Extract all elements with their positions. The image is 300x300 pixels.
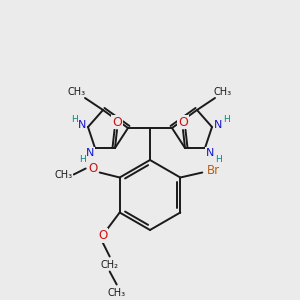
- Text: O: O: [98, 229, 107, 242]
- Text: H: H: [79, 155, 86, 164]
- Text: O: O: [178, 116, 188, 128]
- Text: CH₂: CH₂: [101, 260, 119, 269]
- Text: H: H: [223, 116, 230, 124]
- Text: O: O: [112, 116, 122, 128]
- Text: N: N: [78, 120, 86, 130]
- Text: H: H: [70, 116, 77, 124]
- Text: O: O: [88, 162, 97, 175]
- Text: N: N: [214, 120, 222, 130]
- Text: CH₃: CH₃: [68, 87, 86, 97]
- Text: CH₃: CH₃: [214, 87, 232, 97]
- Text: N: N: [86, 148, 94, 158]
- Text: Br: Br: [207, 164, 220, 177]
- Text: H: H: [214, 155, 221, 164]
- Text: N: N: [206, 148, 214, 158]
- Text: CH₃: CH₃: [55, 169, 73, 179]
- Text: CH₃: CH₃: [108, 287, 126, 298]
